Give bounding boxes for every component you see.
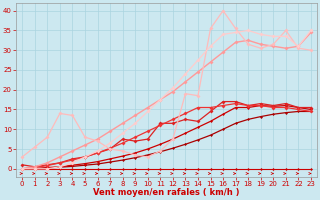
X-axis label: Vent moyen/en rafales ( km/h ): Vent moyen/en rafales ( km/h ) xyxy=(93,188,240,197)
